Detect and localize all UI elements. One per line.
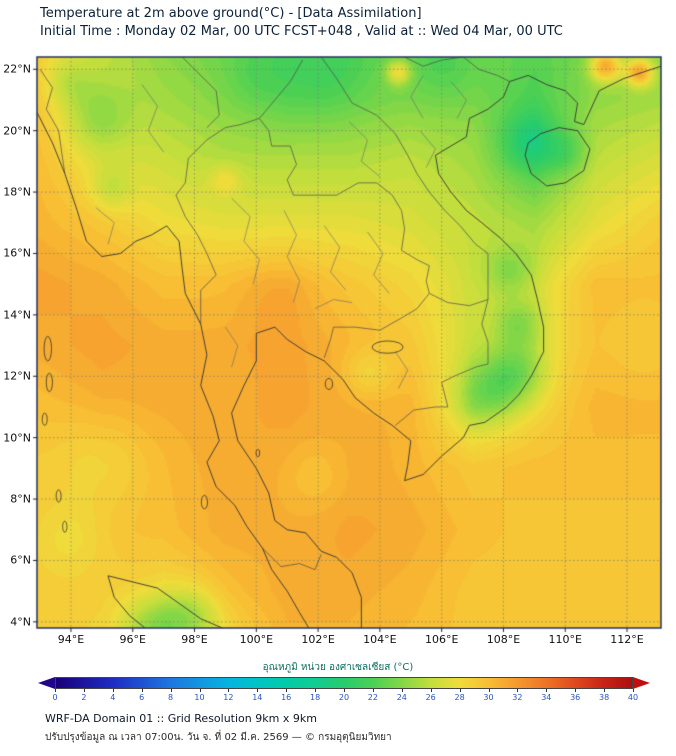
colorbar-tick-label: 4 xyxy=(110,693,116,702)
colorbar-tick-label: 28 xyxy=(454,693,465,702)
y-axis-tick-label: 22°N xyxy=(3,62,31,76)
colorbar-tick-label: 26 xyxy=(425,693,436,702)
colorbar-tick-mark xyxy=(488,689,490,692)
colorbar-tick-mark xyxy=(170,689,172,692)
page-title: Temperature at 2m above ground(°C) - [Da… xyxy=(40,6,422,21)
footer-update-info: ปรับปรุงข้อมูล ณ เวลา 07:00น. วัน จ. ที่… xyxy=(45,732,392,743)
colorbar-tick-label: 6 xyxy=(139,693,145,702)
x-axis-tick-label: 100°E xyxy=(239,633,274,646)
y-axis-tick-label: 14°N xyxy=(3,308,31,322)
x-axis-tick-label: 102°E xyxy=(301,633,335,646)
page-subtitle: Initial Time : Monday 02 Mar, 00 UTC FCS… xyxy=(40,24,563,39)
colorbar-tick-mark xyxy=(546,689,548,692)
colorbar-tick-label: 16 xyxy=(281,693,292,702)
colorbar-tick-mark xyxy=(257,689,259,692)
colorbar-right-arrow-icon xyxy=(633,677,650,689)
colorbar-tick-mark xyxy=(430,689,432,692)
colorbar-tick-label: 38 xyxy=(599,693,610,702)
x-axis-tick-label: 112°E xyxy=(610,633,644,646)
y-axis-tick-label: 12°N xyxy=(3,369,31,383)
colorbar-tick-mark xyxy=(401,689,403,692)
colorbar-tick-mark xyxy=(372,689,374,692)
colorbar-tick-label: 0 xyxy=(52,693,58,702)
colorbar-tick-label: 12 xyxy=(223,693,234,702)
colorbar-gradient xyxy=(55,677,633,689)
colorbar-tick-label: 14 xyxy=(252,693,263,702)
x-axis-tick-label: 110°E xyxy=(548,633,582,646)
colorbar-left-arrow-icon xyxy=(38,677,55,689)
x-axis-tick-label: 98°E xyxy=(181,633,208,646)
colorbar-tick-label: 40 xyxy=(627,693,639,702)
y-axis-tick-label: 18°N xyxy=(3,185,31,199)
y-axis-tick-label: 6°N xyxy=(10,553,31,567)
colorbar-tick-label: 18 xyxy=(310,693,321,702)
x-axis-tick-label: 106°E xyxy=(424,633,459,646)
colorbar-label: อุณหภูมิ หน่วย องศาเซลเซียส (°C) xyxy=(262,662,414,673)
colorbar-tick-label: 22 xyxy=(367,693,378,702)
colorbar-tick-label: 32 xyxy=(512,693,523,702)
colorbar-tick-mark xyxy=(83,689,85,692)
x-axis-tick-label: 104°E xyxy=(363,633,397,646)
colorbar-tick-mark xyxy=(286,689,288,692)
colorbar-tick-label: 34 xyxy=(541,693,552,702)
colorbar-tick-mark xyxy=(575,689,577,692)
colorbar-tick-mark xyxy=(517,689,519,692)
colorbar-tick-mark xyxy=(459,689,461,692)
y-axis-tick-label: 16°N xyxy=(3,246,31,260)
colorbar-tick-mark xyxy=(344,689,345,692)
temperature-map-canvas xyxy=(0,50,676,640)
colorbar-tick-mark xyxy=(228,689,230,692)
colorbar-tick-mark xyxy=(315,689,317,692)
colorbar-tick-label: 24 xyxy=(396,693,407,702)
colorbar-tick-mark xyxy=(633,689,634,692)
y-axis-tick-label: 4°N xyxy=(10,615,31,629)
colorbar-tick-label: 36 xyxy=(570,693,581,702)
x-axis-tick-label: 96°E xyxy=(119,633,146,646)
footer-domain-info: WRF-DA Domain 01 :: Grid Resolution 9km … xyxy=(45,712,317,725)
x-axis-tick-label: 94°E xyxy=(57,633,85,646)
y-axis-tick-label: 10°N xyxy=(3,431,31,445)
colorbar-tick-mark xyxy=(604,689,606,692)
y-axis-tick-label: 8°N xyxy=(10,492,31,506)
y-axis-tick-label: 20°N xyxy=(3,124,31,138)
colorbar-tick-label: 8 xyxy=(168,693,174,702)
colorbar-tick-label: 10 xyxy=(194,693,205,702)
x-axis-tick-label: 108°E xyxy=(486,633,521,646)
colorbar-tick-label: 30 xyxy=(483,693,494,702)
colorbar-tick-mark xyxy=(141,689,143,692)
colorbar-tick-mark xyxy=(112,689,114,692)
colorbar-tick-label: 20 xyxy=(338,693,350,702)
colorbar-tick-mark xyxy=(55,689,56,692)
colorbar-tick-label: 2 xyxy=(81,693,87,702)
colorbar-tick-mark xyxy=(199,689,201,692)
